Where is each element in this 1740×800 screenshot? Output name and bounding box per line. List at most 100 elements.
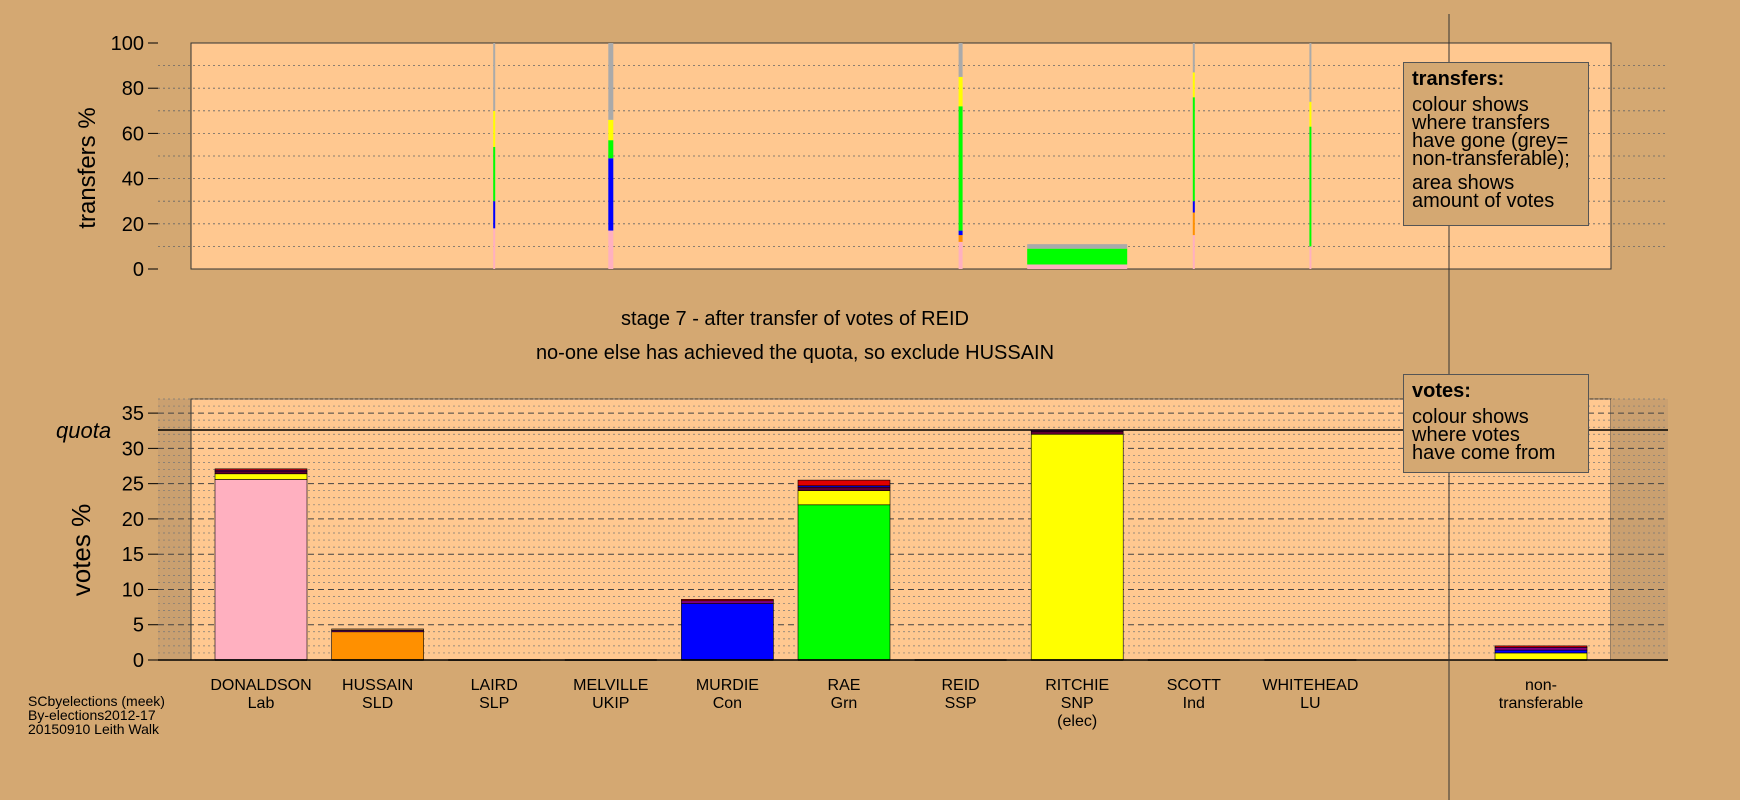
- transfer-segment: [958, 241, 963, 269]
- vote-bar-segment: [331, 631, 424, 661]
- transfer-segment: [1192, 212, 1195, 236]
- transfer-segment: [608, 119, 614, 141]
- transfer-segment: [1309, 43, 1312, 102]
- quota-label: quota: [56, 418, 111, 443]
- transfers-axis-label: transfers %: [74, 107, 101, 228]
- candidate-name: MURDIE: [695, 677, 759, 694]
- candidate-label: HUSSAIN SLD: [308, 677, 448, 713]
- vote-bar-segment: [214, 473, 308, 480]
- candidate-party: SNP: [1060, 695, 1094, 712]
- transfer-segment: [958, 230, 963, 236]
- votes-y-tick-label: 5: [133, 615, 144, 637]
- transfers-note-title: transfers:: [1412, 68, 1505, 90]
- votes-axis-label: votes %: [66, 504, 96, 597]
- vote-bar-segment: [1494, 652, 1588, 661]
- candidate-party: LU: [1300, 695, 1321, 712]
- votes-y-tick-label: 30: [122, 438, 144, 460]
- transfers-note-line: where transfers: [1412, 112, 1550, 134]
- votes-plot-background: [190, 398, 1612, 661]
- transfers-note: transfers: colour shows where transfers …: [1403, 62, 1589, 226]
- transfers-note-line: have gone (grey=: [1412, 130, 1569, 152]
- candidate-name: non-: [1524, 677, 1558, 694]
- transfer-segment: [1192, 97, 1195, 202]
- transfer-segment: [493, 110, 496, 147]
- transfer-segment: [608, 230, 614, 269]
- transfers-y-tick-label: 60: [122, 123, 144, 145]
- votes-y-tick-label: 0: [133, 650, 144, 672]
- decision-caption: no-one else has achieved the quota, so e…: [535, 342, 1055, 364]
- candidate-name: LAIRD: [470, 677, 518, 694]
- transfer-segment: [1192, 201, 1195, 213]
- candidate-label: RITCHIE SNP (elec): [1007, 677, 1147, 731]
- candidate-party: SSP: [944, 695, 977, 712]
- transfers-note-line: colour shows: [1412, 94, 1529, 116]
- vote-bar-segment: [797, 504, 891, 661]
- candidate-name: REID: [941, 677, 980, 694]
- transfer-segment: [493, 228, 496, 269]
- votes-plot-background-left: [158, 399, 191, 660]
- candidate-label: DONALDSON Lab: [191, 677, 331, 713]
- candidate-party: transferable: [1498, 695, 1584, 712]
- transfer-segment: [608, 43, 614, 120]
- candidate-party: SLD: [362, 695, 394, 712]
- candidate-label: WHITEHEAD LU: [1240, 677, 1380, 713]
- votes-y-tick-label: 20: [122, 509, 144, 531]
- transfer-segment: [1309, 101, 1312, 127]
- candidate-name: MELVILLE: [573, 677, 649, 694]
- candidate-label: MURDIE Con: [657, 677, 797, 713]
- vote-bar-segment: [1494, 645, 1588, 648]
- transfer-segment: [1309, 246, 1312, 269]
- vote-bar-segment: [1494, 649, 1588, 654]
- candidate-party: Grn: [830, 695, 858, 712]
- vote-bar-segment: [797, 479, 891, 487]
- votes-y-tick-label: 15: [122, 544, 144, 566]
- candidate-name: HUSSAIN: [342, 677, 414, 694]
- transfer-segment: [1192, 235, 1195, 269]
- votes-y-tick-label: 10: [122, 579, 144, 601]
- transfers-y-axis: 0 20 40 60 80 100: [111, 33, 158, 281]
- candidate-name: WHITEHEAD: [1262, 677, 1359, 694]
- transfer-segment: [493, 146, 496, 202]
- transfers-gridlines: [158, 65, 1668, 247]
- transfer-segment: [1309, 126, 1312, 247]
- candidate-party: Lab: [247, 695, 275, 712]
- candidate-name: RAE: [827, 677, 861, 694]
- candidate-label: RAE Grn: [774, 677, 914, 713]
- candidate-name: SCOTT: [1166, 677, 1221, 694]
- source-footer: SCbyelections (meek) By-elections2012-17…: [28, 694, 165, 736]
- vote-bar-segment: [1030, 433, 1124, 661]
- candidate-label: LAIRD SLP: [424, 677, 564, 713]
- vote-bar-segment: [214, 468, 308, 471]
- candidate-label: MELVILLE UKIP: [541, 677, 681, 713]
- votes-note-line: colour shows: [1412, 406, 1529, 428]
- footer-line: By-elections2012-17: [28, 707, 156, 723]
- vote-bar-segment: [214, 479, 308, 661]
- vote-bar-segment: [331, 628, 424, 631]
- transfer-segment: [1192, 72, 1195, 98]
- candidate-party: Con: [712, 695, 743, 712]
- vote-bar-segment: [1494, 647, 1588, 651]
- transfers-note-line: area shows: [1412, 172, 1515, 194]
- transfers-y-tick-label: 100: [111, 33, 144, 55]
- vote-bar-segment: [797, 486, 891, 492]
- vote-bar-segment: [681, 603, 774, 661]
- transfers-y-tick-label: 20: [122, 214, 144, 236]
- votes-note: votes: colour shows where votes have com…: [1403, 374, 1589, 473]
- transfers-y-tick-label: 0: [133, 259, 144, 281]
- transfer-segment: [608, 158, 614, 231]
- vote-bar-segment: [214, 471, 308, 475]
- candidate-label: SCOTT Ind: [1124, 677, 1264, 713]
- vote-bar-segment: [681, 600, 774, 604]
- votes-y-tick-label: 25: [122, 474, 144, 496]
- votes-y-axis: 0 5 10 15 20 25 30 35: [122, 403, 158, 672]
- transfer-segment: [1027, 244, 1128, 249]
- transfer-segment: [493, 201, 496, 229]
- footer-line: 20150910 Leith Walk: [28, 721, 160, 737]
- transfer-segment: [958, 106, 963, 231]
- transfer-segment: [608, 140, 614, 159]
- candidate-label: REID SSP: [891, 677, 1031, 713]
- transfer-segment: [1192, 43, 1195, 73]
- transfers-bars: [493, 43, 1312, 269]
